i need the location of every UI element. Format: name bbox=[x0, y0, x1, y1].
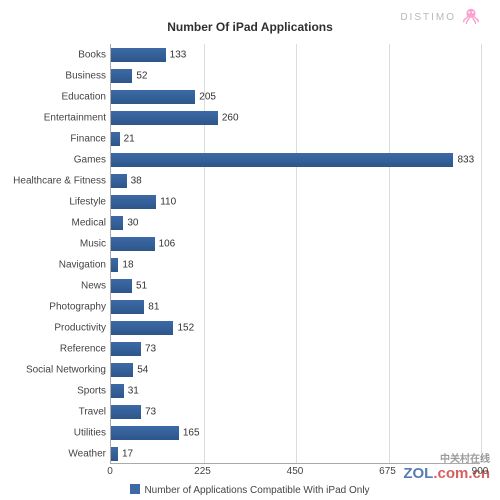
bar-row: 21 bbox=[111, 132, 120, 146]
bar-row: 54 bbox=[111, 363, 133, 377]
gridline bbox=[481, 44, 482, 463]
bar-value: 51 bbox=[136, 280, 147, 291]
bar-row: 73 bbox=[111, 405, 141, 419]
bar-value: 73 bbox=[145, 406, 156, 417]
gridline bbox=[204, 44, 205, 463]
bar bbox=[111, 258, 118, 272]
bar bbox=[111, 237, 155, 251]
bar bbox=[111, 426, 179, 440]
bar bbox=[111, 321, 173, 335]
bar bbox=[111, 132, 120, 146]
bar bbox=[111, 111, 218, 125]
bar-value: 73 bbox=[145, 343, 156, 354]
bar-row: 165 bbox=[111, 426, 179, 440]
bar-value: 38 bbox=[131, 175, 142, 186]
bar bbox=[111, 447, 118, 461]
chart-title: Number Of iPad Applications bbox=[0, 20, 500, 34]
bar bbox=[111, 153, 453, 167]
category-label: Social Networking bbox=[2, 364, 106, 375]
bar-value: 133 bbox=[170, 49, 187, 60]
category-label: Productivity bbox=[2, 322, 106, 333]
bar-row: 18 bbox=[111, 258, 118, 272]
bar bbox=[111, 363, 133, 377]
bar-row: 205 bbox=[111, 90, 195, 104]
category-label: Lifestyle bbox=[2, 196, 106, 207]
bar-value: 260 bbox=[222, 112, 239, 123]
category-label: Games bbox=[2, 154, 106, 165]
category-label: Entertainment bbox=[2, 112, 106, 123]
category-label: Music bbox=[2, 238, 106, 249]
bar bbox=[111, 195, 156, 209]
legend-swatch bbox=[130, 484, 140, 494]
category-label: Reference bbox=[2, 343, 106, 354]
category-label: News bbox=[2, 280, 106, 291]
bar bbox=[111, 384, 124, 398]
watermark-zol: ZOL bbox=[403, 465, 433, 482]
x-tick: 0 bbox=[107, 466, 113, 477]
bar-row: 38 bbox=[111, 174, 127, 188]
bar bbox=[111, 90, 195, 104]
bar-row: 110 bbox=[111, 195, 156, 209]
bar bbox=[111, 405, 141, 419]
bar-row: 31 bbox=[111, 384, 124, 398]
bar-row: 260 bbox=[111, 111, 218, 125]
bar-row: 17 bbox=[111, 447, 118, 461]
x-tick: 675 bbox=[379, 466, 396, 477]
category-label: Navigation bbox=[2, 259, 106, 270]
bar-row: 81 bbox=[111, 300, 144, 314]
bar-row: 52 bbox=[111, 69, 132, 83]
bar-value: 52 bbox=[136, 70, 147, 81]
gridline bbox=[296, 44, 297, 463]
bar-value: 833 bbox=[457, 154, 474, 165]
bar-value: 106 bbox=[159, 238, 176, 249]
bar bbox=[111, 300, 144, 314]
bar-row: 106 bbox=[111, 237, 155, 251]
bar-value: 54 bbox=[137, 364, 148, 375]
category-label: Utilities bbox=[2, 427, 106, 438]
category-label: Photography bbox=[2, 301, 106, 312]
bar bbox=[111, 174, 127, 188]
bar-value: 110 bbox=[160, 196, 176, 207]
bar-row: 73 bbox=[111, 342, 141, 356]
category-label: Books bbox=[2, 49, 106, 60]
chart-container: DISTIMO Number Of iPad Applications 1335… bbox=[0, 0, 500, 500]
bar-value: 18 bbox=[122, 259, 133, 270]
category-label: Travel bbox=[2, 406, 106, 417]
category-label: Business bbox=[2, 70, 106, 81]
bar-value: 152 bbox=[177, 322, 194, 333]
category-label: Finance bbox=[2, 133, 106, 144]
chart-legend: Number of Applications Compatible With i… bbox=[0, 484, 500, 496]
bar-value: 205 bbox=[199, 91, 216, 102]
bar-value: 165 bbox=[183, 427, 200, 438]
x-tick: 450 bbox=[287, 466, 304, 477]
bar-value: 81 bbox=[148, 301, 159, 312]
category-label: Sports bbox=[2, 385, 106, 396]
category-label: Education bbox=[2, 91, 106, 102]
gridline bbox=[389, 44, 390, 463]
category-label: Medical bbox=[2, 217, 106, 228]
bar bbox=[111, 216, 123, 230]
bar-value: 30 bbox=[127, 217, 138, 228]
bar bbox=[111, 342, 141, 356]
category-label: Healthcare & Fitness bbox=[2, 175, 106, 186]
bar bbox=[111, 48, 166, 62]
bar-row: 30 bbox=[111, 216, 123, 230]
bar-value: 17 bbox=[122, 448, 133, 459]
category-label: Weather bbox=[2, 448, 106, 459]
bar-row: 152 bbox=[111, 321, 173, 335]
chart-plot: 1335220526021833381103010618518115273543… bbox=[110, 44, 480, 464]
bar-row: 51 bbox=[111, 279, 132, 293]
x-tick: 900 bbox=[472, 466, 489, 477]
bar-row: 833 bbox=[111, 153, 453, 167]
x-tick: 225 bbox=[194, 466, 211, 477]
bar-row: 133 bbox=[111, 48, 166, 62]
legend-label: Number of Applications Compatible With i… bbox=[144, 485, 369, 496]
bar-value: 31 bbox=[128, 385, 139, 396]
bar bbox=[111, 279, 132, 293]
bar-value: 21 bbox=[124, 133, 135, 144]
bar bbox=[111, 69, 132, 83]
